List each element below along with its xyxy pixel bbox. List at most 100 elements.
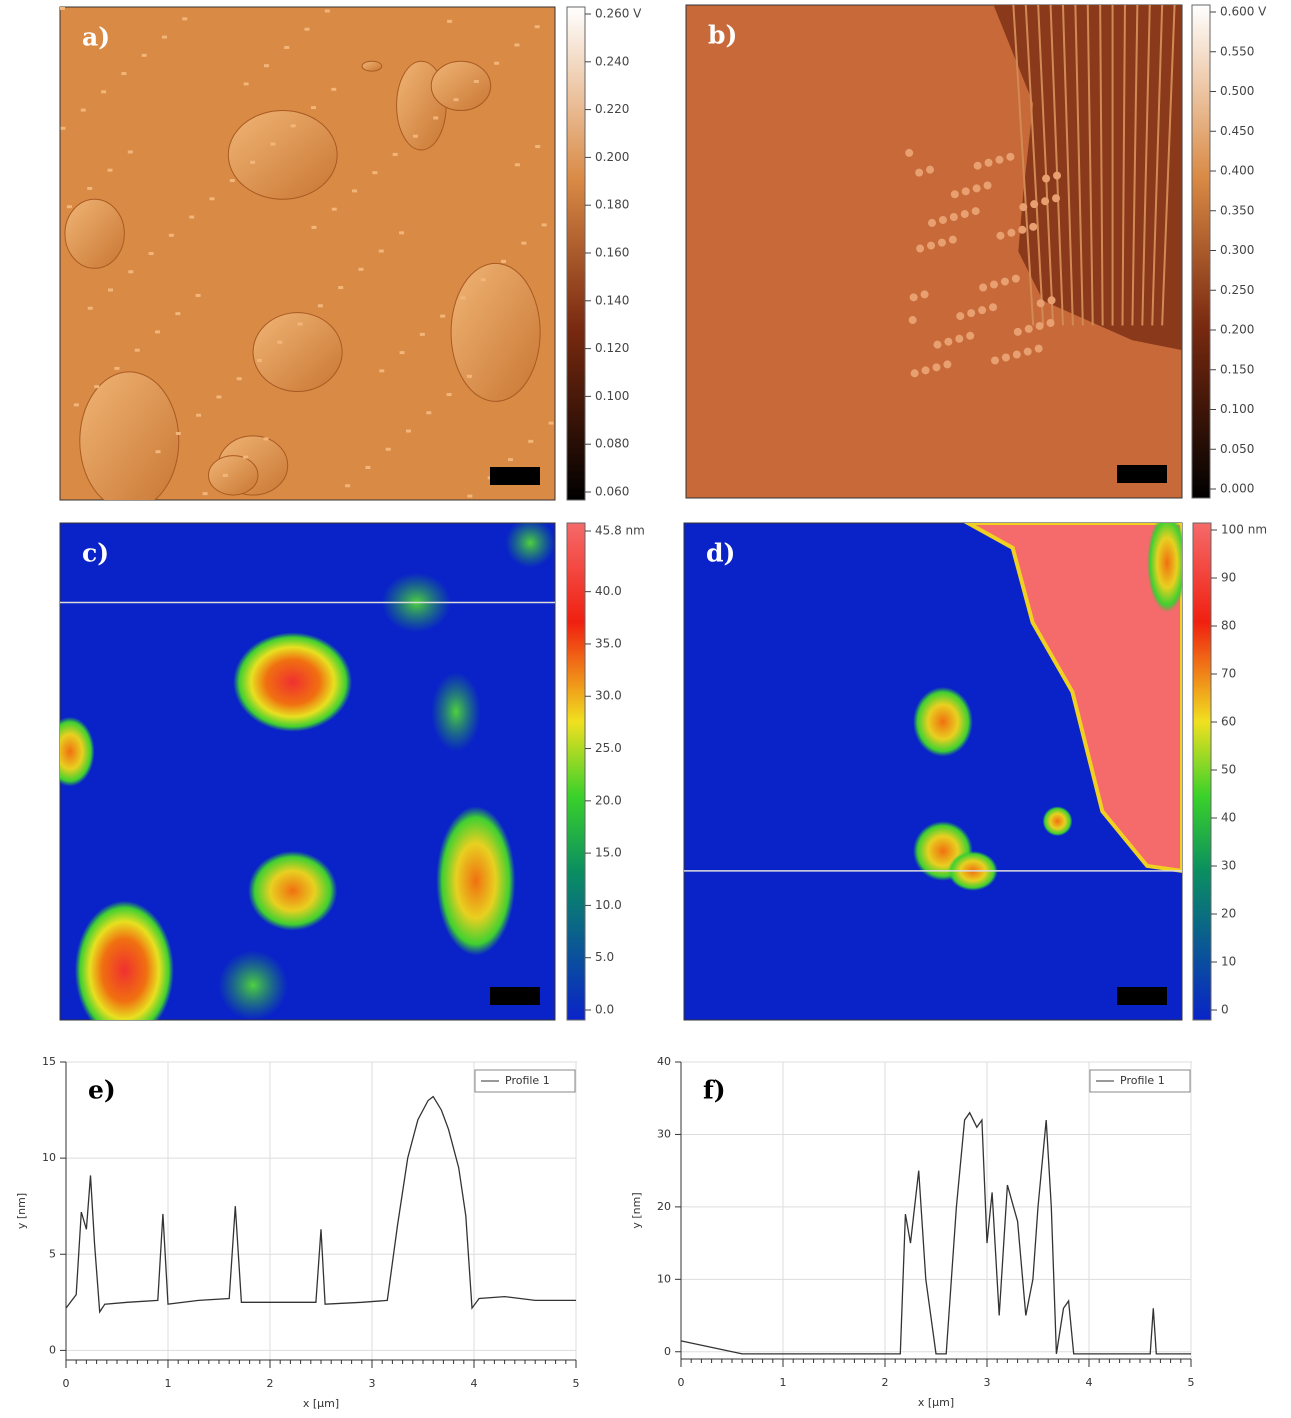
particle	[250, 161, 255, 164]
particle	[257, 359, 262, 362]
cluster	[951, 190, 959, 198]
cluster	[956, 312, 964, 320]
particle	[284, 46, 289, 49]
panel-label: e)	[88, 1076, 116, 1105]
particle	[121, 72, 126, 75]
particle	[399, 231, 404, 234]
particle	[277, 341, 282, 344]
colorbar-tick-label: 80	[1221, 619, 1236, 633]
colorbar-tick-label: 100 nm	[1221, 523, 1267, 537]
colorbar-tick-label: 0	[1221, 1003, 1229, 1017]
particle	[189, 216, 194, 219]
x-tick-label: 1	[165, 1377, 172, 1390]
scale-bar	[490, 987, 540, 1005]
cluster	[1029, 223, 1037, 231]
particle	[114, 367, 119, 370]
particle	[433, 116, 438, 119]
colorbar-tick-label: 0.120	[595, 341, 629, 355]
colorbar-tick-label: 0.300	[1220, 243, 1254, 257]
y-axis-label: y [nm]	[630, 1192, 643, 1228]
particle	[542, 223, 547, 226]
particle	[60, 127, 65, 130]
colorbar-tick-label: 30	[1221, 859, 1236, 873]
particle	[209, 197, 214, 200]
cluster	[932, 363, 940, 371]
particle	[244, 82, 249, 85]
colorbar-tick-label: 0.100	[1220, 402, 1254, 416]
particle	[87, 187, 92, 190]
colorbar-tick-label: 20	[1221, 907, 1236, 921]
particle	[108, 289, 113, 292]
colorbar	[567, 523, 585, 1020]
colorbar-tick-label: 0.050	[1220, 442, 1254, 456]
flake	[451, 263, 540, 401]
cluster	[1036, 322, 1044, 330]
particle	[311, 106, 316, 109]
cluster	[1041, 197, 1049, 205]
particle	[203, 492, 208, 495]
cluster	[955, 335, 963, 343]
particle	[413, 135, 418, 138]
particle	[311, 226, 316, 229]
cluster	[1053, 172, 1061, 180]
particle	[67, 205, 72, 208]
x-tick-label: 3	[369, 1377, 376, 1390]
cluster	[944, 338, 952, 346]
particle	[305, 28, 310, 31]
cluster	[1025, 325, 1033, 333]
cluster	[973, 184, 981, 192]
panel-label: c)	[82, 539, 109, 568]
particle	[318, 304, 323, 307]
height-blob	[1147, 513, 1187, 612]
particle	[426, 411, 431, 414]
particle	[196, 414, 201, 417]
particle	[508, 458, 513, 461]
colorbar-tick-label: 0.220	[595, 102, 629, 116]
cluster	[927, 242, 935, 250]
particle	[176, 432, 181, 435]
particle	[270, 143, 275, 146]
y-tick-label: 10	[657, 1272, 671, 1285]
x-tick-label: 2	[267, 1377, 274, 1390]
cluster	[1006, 153, 1014, 161]
particle	[406, 430, 411, 433]
cluster	[972, 207, 980, 215]
particle	[447, 393, 452, 396]
scale-bar	[1117, 987, 1167, 1005]
particle	[101, 90, 106, 93]
cluster	[1012, 275, 1020, 283]
cluster	[978, 306, 986, 314]
x-tick-label: 1	[780, 1376, 787, 1389]
cluster	[905, 149, 913, 157]
particle	[501, 260, 506, 263]
cluster	[1047, 319, 1055, 327]
particle	[372, 171, 377, 174]
particle	[345, 484, 350, 487]
cluster	[985, 159, 993, 167]
cluster	[995, 156, 1003, 164]
colorbar-tick-label: 0.400	[1220, 164, 1254, 178]
cluster	[1001, 278, 1009, 286]
particle	[420, 333, 425, 336]
colorbar-tick-label: 10.0	[595, 898, 622, 912]
cluster	[966, 332, 974, 340]
cluster	[938, 239, 946, 247]
colorbar-tick-label: 40.0	[595, 584, 622, 598]
particle	[467, 495, 472, 498]
cluster	[967, 309, 975, 317]
particle	[74, 403, 79, 406]
particle	[549, 422, 554, 425]
colorbar-tick-label: 0.350	[1220, 203, 1254, 217]
colorbar-tick-label: 0.180	[595, 198, 629, 212]
particle	[142, 54, 147, 57]
cluster	[974, 162, 982, 170]
colorbar-tick-label: 45.8 nm	[595, 524, 645, 538]
particle	[135, 349, 140, 352]
cluster	[1018, 226, 1026, 234]
cluster	[950, 213, 958, 221]
colorbar-tick-label: 5.0	[595, 950, 614, 964]
height-blob	[1043, 806, 1073, 836]
x-tick-label: 2	[882, 1376, 889, 1389]
particle	[358, 268, 363, 271]
